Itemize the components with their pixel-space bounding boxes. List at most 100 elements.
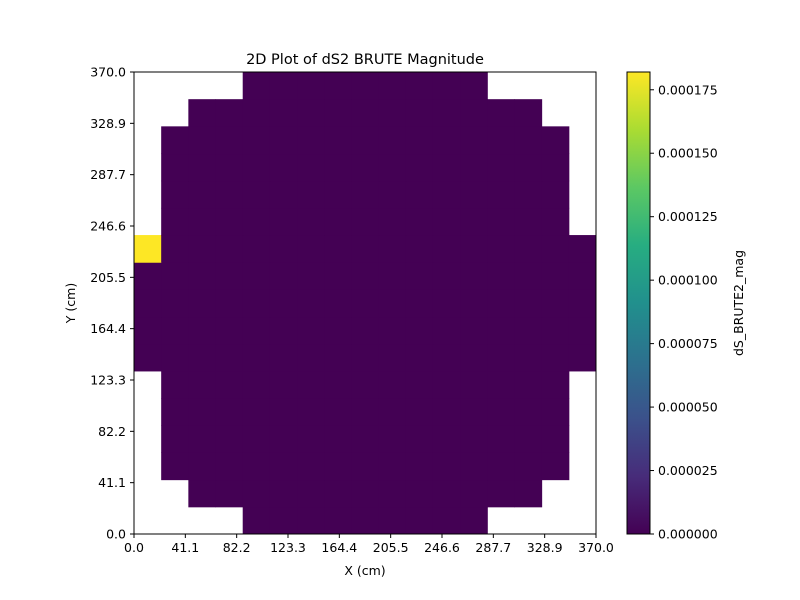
heatmap-cell [324,425,352,453]
heatmap-cell [432,126,461,155]
heatmap-cell [188,153,217,182]
heatmap-cell [432,99,461,127]
heatmap-cell [568,262,597,290]
heatmap-cell [297,425,325,453]
heatmap-cell [351,72,380,100]
heatmap-cell [242,72,271,100]
heatmap-cell [487,425,515,453]
heatmap-cell [405,506,434,535]
heatmap-cell [514,180,543,209]
heatmap-cell [324,235,352,263]
heatmap-cell [297,343,325,372]
heatmap-cell [215,452,244,481]
heatmap-cell [351,343,380,372]
heatmap-cell [460,316,488,345]
heatmap-cell [460,370,488,399]
y-tick-label: 164.4 [90,321,126,336]
heatmap-cell [242,452,271,481]
heatmap-cell [188,289,217,318]
heatmap-cell [297,506,325,535]
y-tick-label: 82.2 [98,424,126,439]
heatmap-cell [351,425,380,453]
heatmap-cell [297,370,325,399]
heatmap-cell [269,126,298,155]
heatmap-cell [297,180,325,209]
heatmap-cell [405,235,434,263]
heatmap-cell [487,153,515,182]
x-tick-label: 82.2 [223,540,251,555]
heatmap-cell [161,126,189,155]
heatmap-cell [134,316,162,345]
heatmap-cell [297,126,325,155]
heatmap-cell [541,425,570,453]
heatmap-cell [568,316,597,345]
heatmap-cell [378,479,407,508]
heatmap-cell [324,126,352,155]
heatmap-cell [432,180,461,209]
heatmap-cell [514,289,543,318]
heatmap-cell [378,72,407,100]
y-tick-label: 205.5 [90,270,126,285]
heatmap-cell [215,262,244,290]
heatmap-cell [487,370,515,399]
heatmap-cell [514,153,543,182]
heatmap-cell [297,72,325,100]
heatmap-cell [242,99,271,127]
heatmap-cell [514,425,543,453]
heatmap-cell [460,289,488,318]
heatmap-cell [161,289,189,318]
heatmap-cell [297,235,325,263]
heatmap-cell [269,99,298,127]
heatmap-cell [405,207,434,236]
heatmap-cell [215,235,244,263]
heatmap-cell [541,180,570,209]
heatmap-cell [460,398,488,426]
heatmap-cells [134,72,597,535]
heatmap-cell [432,153,461,182]
heatmap-cell [161,180,189,209]
heatmap-cell [432,316,461,345]
x-tick-label: 205.5 [373,540,409,555]
heatmap-cell [215,207,244,236]
x-tick-label: 246.6 [424,540,460,555]
heatmap-cell [242,479,271,508]
y-tick-label: 370.0 [90,65,126,80]
y-axis-label: Y (cm) [63,283,78,324]
heatmap-cell [541,235,570,263]
heatmap-cell [269,180,298,209]
heatmap-cell [215,126,244,155]
heatmap-cell [541,126,570,155]
heatmap-cell [405,479,434,508]
x-tick-label: 123.3 [270,540,306,555]
heatmap-cell [351,180,380,209]
heatmap-cell [432,343,461,372]
heatmap-cell [460,262,488,290]
y-tick-label: 328.9 [90,116,126,131]
heatmap-cell [324,506,352,535]
heatmap-cell [242,506,271,535]
heatmap-cell [568,343,597,372]
heatmap-cell [324,452,352,481]
heatmap-cell [215,316,244,345]
heatmap-cell [460,235,488,263]
heatmap-cell [378,180,407,209]
heatmap-cell [541,153,570,182]
chart-title: 2D Plot of dS2 BRUTE Magnitude [246,52,484,68]
heatmap-cell [351,479,380,508]
heatmap-cell [487,235,515,263]
heatmap-cell [351,398,380,426]
heatmap-cell [324,99,352,127]
heatmap-cell [188,235,217,263]
heatmap-cell [514,262,543,290]
heatmap-cell [161,153,189,182]
heatmap-cell [487,207,515,236]
heatmap-cell [134,289,162,318]
heatmap-cell [269,479,298,508]
heatmap-cell [161,316,189,345]
colorbar-tick-label: 0.000150 [658,146,718,161]
heatmap-cell [514,99,543,127]
heatmap-cell [242,235,271,263]
heatmap-cell [378,289,407,318]
heatmap-cell [324,207,352,236]
x-tick-label: 0.0 [124,540,144,555]
